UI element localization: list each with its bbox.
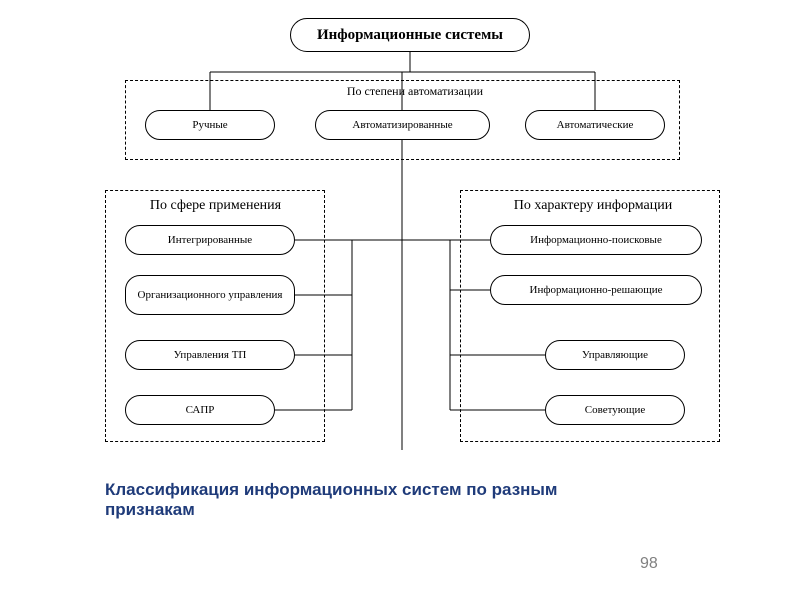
node-automated: Автоматизированные: [315, 110, 490, 140]
node-control: Управляющие: [545, 340, 685, 370]
node-advising-label: Советующие: [585, 404, 645, 416]
node-tp_mgmt: Управления ТП: [125, 340, 295, 370]
root-node: Информационные системы: [290, 18, 530, 52]
node-advising: Советующие: [545, 395, 685, 425]
root-label: Информационные системы: [317, 27, 503, 44]
node-integrated-label: Интегрированные: [168, 234, 252, 246]
node-tp_mgmt-label: Управления ТП: [174, 349, 247, 361]
node-sapr: САПР: [125, 395, 275, 425]
group-automation-title: По степени автоматизации: [320, 84, 510, 99]
diagram-caption: Классификация информационных систем по р…: [105, 480, 625, 520]
node-decision: Информационно-решающие: [490, 275, 702, 305]
node-manual: Ручные: [145, 110, 275, 140]
group-info-title: По характеру информации: [478, 198, 708, 214]
node-search-label: Информационно-поисковые: [530, 234, 662, 246]
node-manual-label: Ручные: [192, 119, 227, 131]
node-automatic: Автоматические: [525, 110, 665, 140]
node-org_mgmt: Организационного управления: [125, 275, 295, 315]
node-sapr-label: САПР: [186, 404, 215, 416]
node-automatic-label: Автоматические: [557, 119, 634, 131]
group-application-title: По сфере применения: [118, 198, 313, 214]
node-integrated: Интегрированные: [125, 225, 295, 255]
page-number: 98: [640, 555, 658, 573]
node-control-label: Управляющие: [582, 349, 648, 361]
node-search: Информационно-поисковые: [490, 225, 702, 255]
node-org_mgmt-label: Организационного управления: [138, 289, 283, 301]
node-decision-label: Информационно-решающие: [530, 284, 663, 296]
node-automated-label: Автоматизированные: [352, 119, 452, 131]
